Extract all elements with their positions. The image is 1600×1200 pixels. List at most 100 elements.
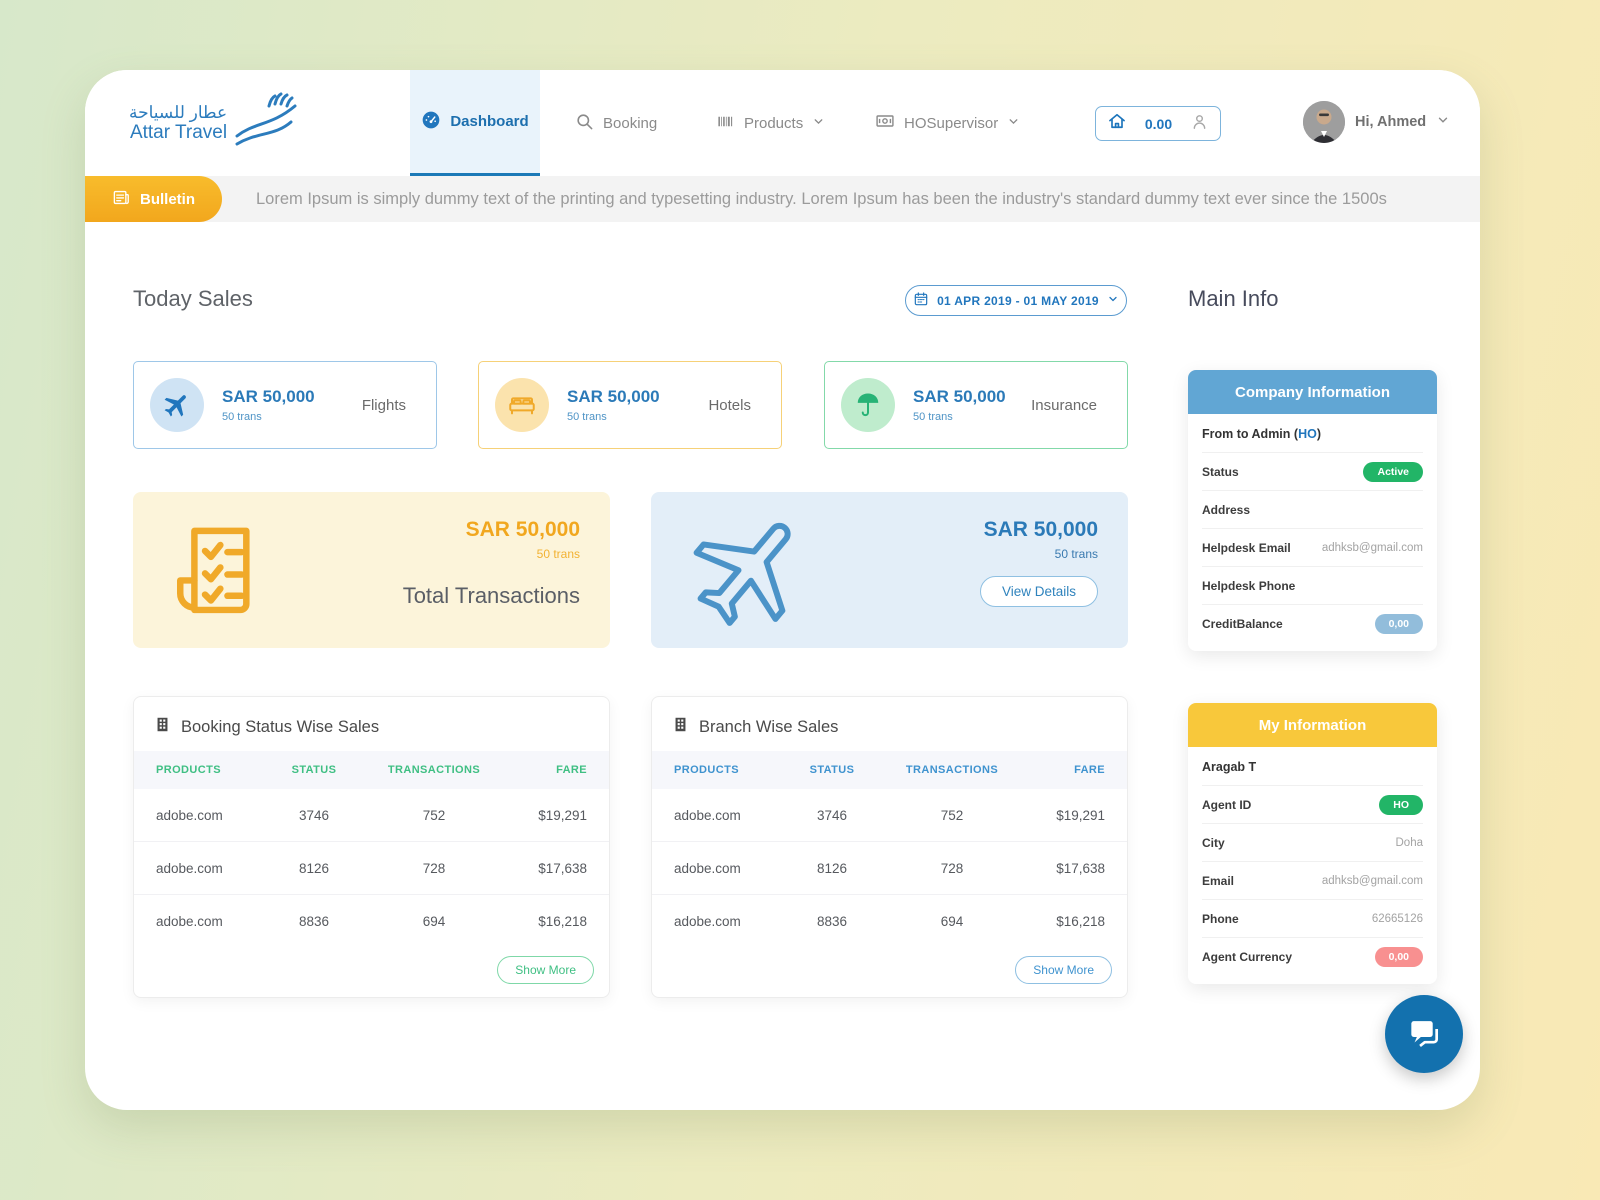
balance-widget[interactable]: 0.00 <box>1095 106 1221 141</box>
cell-product: adobe.com <box>156 914 223 929</box>
hotels-trans: 50 trans <box>567 411 607 423</box>
bulletin-text: Lorem Ipsum is simply dummy text of the … <box>256 189 1387 208</box>
cell-status: 8126 <box>298 860 330 876</box>
company-address-row: Address <box>1202 491 1423 529</box>
user-greeting: Hi, Ahmed <box>1355 114 1427 130</box>
cell-product: adobe.com <box>156 860 223 876</box>
tab-dashboard-label: Dashboard <box>450 113 529 130</box>
table-row: adobe.com 3746 752 $19,291 <box>134 789 609 842</box>
nav-products-label: Products <box>744 114 804 132</box>
calendar-icon <box>913 291 929 310</box>
hotels-summary-card[interactable]: SAR 50,000 50 trans Hotels <box>478 361 782 449</box>
city-row: City Doha <box>1202 824 1423 862</box>
agent-currency-badge: 0,00 <box>1374 947 1423 967</box>
company-email-row: Helpdesk Email adhksb@gmail.com <box>1202 529 1423 567</box>
my-information-card: My Information Aragab T Agent ID HO City… <box>1188 703 1437 984</box>
table-header-row: PRODUCTS STATUS TRANSACTIONS FARE <box>652 751 1127 789</box>
flight-detail-card: SAR 50,000 50 trans View Details <box>651 492 1128 648</box>
status-badge: Active <box>1363 461 1423 482</box>
phone-label: Phone <box>1202 911 1239 926</box>
tab-dashboard[interactable]: Dashboard <box>410 70 540 176</box>
money-icon <box>875 111 895 135</box>
cell-product: adobe.com <box>674 914 741 929</box>
email-row: Email adhksb@gmail.com <box>1202 862 1423 900</box>
flight-trans: 50 trans <box>1054 547 1098 561</box>
cell-status: 3746 <box>298 807 330 823</box>
logo-latin: Attar Travel <box>129 122 228 144</box>
cell-product: adobe.com <box>674 807 741 823</box>
helpdesk-phone-label: Helpdesk Phone <box>1202 578 1296 593</box>
bird-logo-icon <box>231 92 303 155</box>
flights-summary-card[interactable]: SAR 50,000 50 trans Flights <box>133 361 437 449</box>
cell-transactions: 694 <box>422 914 446 929</box>
my-information-header: My Information <box>1188 703 1437 747</box>
table-row: adobe.com 8836 694 $16,218 <box>652 895 1127 948</box>
nav-item-hosupervisor[interactable]: HOSupervisor <box>875 70 1020 176</box>
phone-value: 62665126 <box>1371 912 1423 925</box>
col-transactions: TRANSACTIONS <box>905 764 999 776</box>
agent-id-row: Agent ID HO <box>1202 786 1423 824</box>
umbrella-icon <box>841 378 895 432</box>
cell-status: 8836 <box>816 914 848 929</box>
cell-fare: $16,218 <box>1056 914 1105 929</box>
chevron-down-icon <box>1436 113 1450 132</box>
insurance-summary-card[interactable]: SAR 50,000 50 trans Insurance <box>824 361 1128 449</box>
email-value: adhksb@gmail.com <box>1321 874 1423 887</box>
chat-button[interactable] <box>1385 995 1463 1073</box>
insurance-trans: 50 trans <box>913 411 953 423</box>
company-credit-row: CreditBalance 0,00 <box>1202 605 1423 643</box>
cell-fare: $16,218 <box>538 914 587 929</box>
company-phone-row: Helpdesk Phone <box>1202 567 1423 605</box>
nav-item-products[interactable]: Products <box>716 70 825 176</box>
company-status-row: Status Active <box>1202 453 1423 491</box>
cell-fare: $19,291 <box>1056 807 1105 823</box>
user-menu[interactable]: Hi, Ahmed <box>1303 101 1450 143</box>
cell-status: 3746 <box>816 807 848 823</box>
nav-hosupervisor-label: HOSupervisor <box>904 114 999 132</box>
newspaper-icon <box>112 188 131 211</box>
plane-outline-icon <box>687 506 817 641</box>
table-row: adobe.com 8126 728 $17,638 <box>652 842 1127 895</box>
cell-fare: $19,291 <box>538 807 587 823</box>
total-label: Total Transactions <box>402 583 580 608</box>
show-more-button[interactable]: Show More <box>497 956 594 984</box>
flights-trans: 50 trans <box>222 411 262 423</box>
bulletin-label: Bulletin <box>140 190 195 208</box>
col-fare: FARE <box>556 764 587 776</box>
agent-id-label: Agent ID <box>1202 797 1252 812</box>
date-range-value: 01 APR 2019 - 01 MAY 2019 <box>937 293 1099 308</box>
agent-currency-label: Agent Currency <box>1202 950 1293 964</box>
table-title: Branch Wise Sales <box>699 717 839 736</box>
branch-wise-table-card: Branch Wise Sales PRODUCTS STATUS TRANSA… <box>651 696 1128 998</box>
dashboard-icon <box>421 110 441 134</box>
cell-status: 8836 <box>298 914 330 929</box>
table-header-row: PRODUCTS STATUS TRANSACTIONS FARE <box>134 751 609 789</box>
table-title: Booking Status Wise Sales <box>181 717 380 736</box>
bed-icon <box>495 378 549 432</box>
cell-fare: $17,638 <box>1056 860 1105 876</box>
barcode-icon <box>716 112 735 135</box>
insurance-amount: SAR 50,000 <box>913 387 1006 406</box>
total-amount: SAR 50,000 <box>465 518 580 541</box>
view-details-button[interactable]: View Details <box>979 576 1098 607</box>
cell-transactions: 694 <box>940 914 964 929</box>
hotels-amount: SAR 50,000 <box>567 387 660 406</box>
bulletin-bar: Bulletin Lorem Ipsum is simply dummy tex… <box>85 176 1480 222</box>
col-products: PRODUCTS <box>156 764 221 776</box>
chevron-down-icon <box>1107 293 1119 308</box>
app-window: عطار للسياحة Attar Travel <box>85 70 1480 1110</box>
table-row: adobe.com 8126 728 $17,638 <box>134 842 609 895</box>
flights-amount: SAR 50,000 <box>222 387 315 406</box>
table-row: adobe.com 8836 694 $16,218 <box>134 895 609 948</box>
cell-fare: $17,638 <box>538 860 587 876</box>
insurance-label: Insurance <box>1031 396 1097 414</box>
show-more-button[interactable]: Show More <box>1015 956 1112 984</box>
header: عطار للسياحة Attar Travel <box>85 70 1480 176</box>
booking-status-table-card: Booking Status Wise Sales PRODUCTS STATU… <box>133 696 610 998</box>
date-range-picker[interactable]: 01 APR 2019 - 01 MAY 2019 <box>905 285 1127 316</box>
balance-value: 0.00 <box>1144 115 1173 132</box>
helpdesk-email-value: adhksb@gmail.com <box>1321 541 1423 554</box>
nav-item-booking[interactable]: Booking <box>575 70 657 176</box>
checklist-icon <box>159 512 277 635</box>
